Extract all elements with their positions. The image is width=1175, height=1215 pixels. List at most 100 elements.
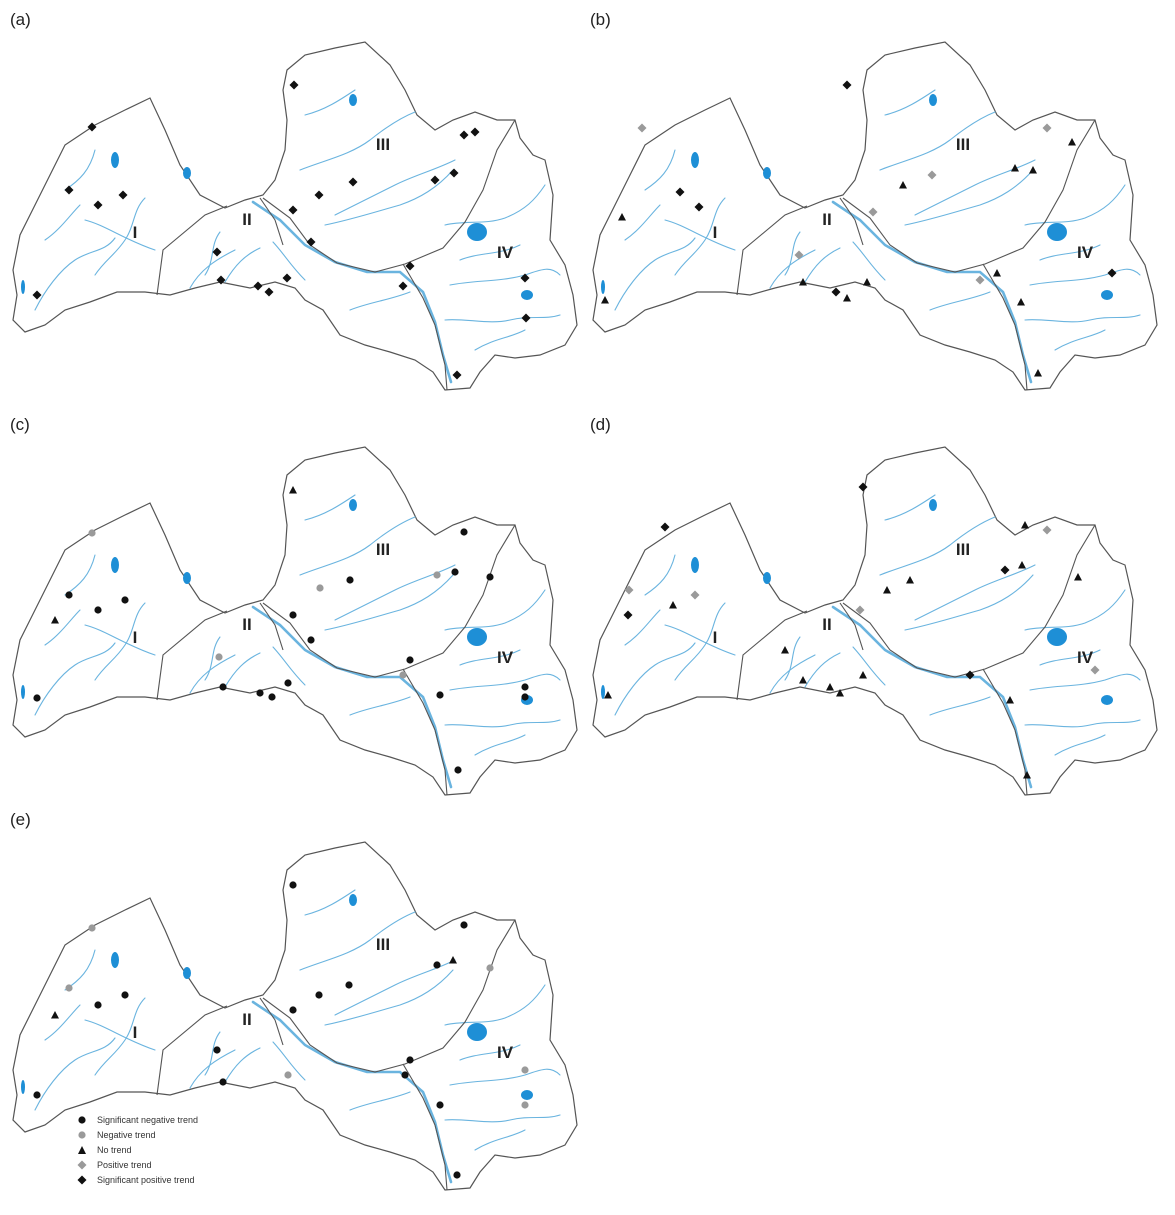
- river-line: [1024, 589, 1126, 631]
- station-marker-sig-neg: [121, 991, 129, 999]
- region-label-iii: III: [376, 540, 390, 559]
- panel-label: (e): [10, 810, 31, 829]
- country-outline: [592, 41, 1158, 391]
- station-marker-none: [604, 691, 612, 699]
- station-marker-sig-pos: [521, 313, 531, 323]
- river-line: [929, 696, 991, 716]
- station-marker-pos: [975, 275, 985, 285]
- legend-item-neg: Negative trend: [75, 1127, 198, 1142]
- river-line: [644, 149, 676, 191]
- river-line: [904, 169, 1034, 226]
- river-line: [449, 673, 561, 691]
- station-marker-none: [1011, 164, 1019, 172]
- region-label-iv: IV: [497, 1043, 514, 1062]
- station-marker-sig-pos: [314, 190, 324, 200]
- lake-shape: [601, 280, 605, 294]
- river-line: [44, 609, 81, 646]
- river-line: [84, 219, 156, 251]
- lake-shape: [691, 557, 699, 573]
- river-line: [674, 197, 726, 276]
- station-marker-sig-pos: [253, 281, 263, 291]
- river-line: [474, 329, 526, 351]
- station-marker-pos: [794, 250, 804, 260]
- river-line: [204, 231, 221, 276]
- station-marker-none: [601, 296, 609, 304]
- station-marker-neg: [521, 1101, 529, 1109]
- station-marker-neg: [215, 653, 223, 661]
- station-marker-sig-neg: [268, 693, 276, 701]
- station-marker-sig-neg: [284, 679, 292, 687]
- river-line: [349, 291, 411, 311]
- station-marker-sig-pos: [965, 670, 975, 680]
- river-line: [1024, 314, 1141, 323]
- river-line: [879, 111, 996, 171]
- lake-shape: [1047, 223, 1067, 241]
- station-marker-sig-neg: [94, 606, 102, 614]
- lake-shape: [929, 94, 937, 106]
- station-marker-neg: [65, 984, 73, 992]
- station-marker-sig-pos: [520, 273, 530, 283]
- river-line: [804, 247, 841, 283]
- lake-shape: [183, 167, 191, 179]
- station-marker-none: [1018, 561, 1026, 569]
- station-marker-sig-neg: [289, 881, 297, 889]
- station-marker-sig-neg: [436, 1101, 444, 1109]
- station-marker-sig-pos: [264, 287, 274, 297]
- station-marker-pos: [1090, 665, 1100, 675]
- basin-boundary: [156, 610, 228, 701]
- region-label-iii: III: [376, 135, 390, 154]
- river-line: [189, 654, 236, 694]
- river-line: [614, 237, 696, 311]
- river-line: [444, 1114, 561, 1123]
- river-line: [784, 636, 801, 681]
- river-line: [664, 219, 736, 251]
- lake-shape: [467, 1023, 487, 1041]
- river-line: [324, 574, 454, 631]
- station-marker-sig-pos: [623, 610, 633, 620]
- river-line: [831, 605, 1033, 789]
- basin-boundary: [259, 602, 284, 651]
- station-marker-pos: [927, 170, 937, 180]
- river-line: [449, 1068, 561, 1086]
- basin-boundary: [842, 524, 1096, 678]
- country-outline: [592, 446, 1158, 796]
- map-panel-c: (c) I II III IV: [5, 415, 580, 810]
- station-marker-sig-neg: [454, 766, 462, 774]
- basin-boundary: [982, 263, 1028, 391]
- river-line: [304, 494, 356, 521]
- station-marker-sig-neg: [521, 693, 529, 701]
- black-diamond-icon: [75, 1175, 89, 1185]
- lake-shape: [21, 280, 25, 294]
- lake-shape: [1101, 695, 1113, 705]
- station-marker-none: [669, 601, 677, 609]
- station-marker-sig-neg: [486, 573, 494, 581]
- lake-shape: [21, 1080, 25, 1094]
- river-line: [914, 159, 1036, 216]
- river-line: [251, 200, 453, 384]
- country-outline: [12, 446, 578, 796]
- station-marker-sig-pos: [470, 127, 480, 137]
- region-label-iv: IV: [497, 648, 514, 667]
- legend-item-sig-pos: Significant positive trend: [75, 1172, 198, 1187]
- basin-boundary: [402, 668, 448, 796]
- basin-boundary: [736, 205, 808, 296]
- lake-shape: [111, 557, 119, 573]
- river-line: [251, 605, 453, 789]
- station-marker-sig-pos: [1107, 268, 1117, 278]
- black-triangle-icon: [75, 1145, 89, 1155]
- station-marker-none: [799, 676, 807, 684]
- lake-shape: [349, 499, 357, 511]
- basin-boundary: [259, 997, 284, 1046]
- river-line: [444, 589, 546, 631]
- station-marker-sig-neg: [33, 694, 41, 702]
- station-marker-sig-pos: [449, 168, 459, 178]
- legend-label: No trend: [97, 1144, 132, 1155]
- station-marker-none: [863, 278, 871, 286]
- region-label-iv: IV: [497, 243, 514, 262]
- station-marker-none: [1021, 521, 1029, 529]
- river-line: [299, 111, 416, 171]
- river-line: [624, 609, 661, 646]
- panel-label: (b): [590, 10, 611, 29]
- region-label-iv: IV: [1077, 648, 1094, 667]
